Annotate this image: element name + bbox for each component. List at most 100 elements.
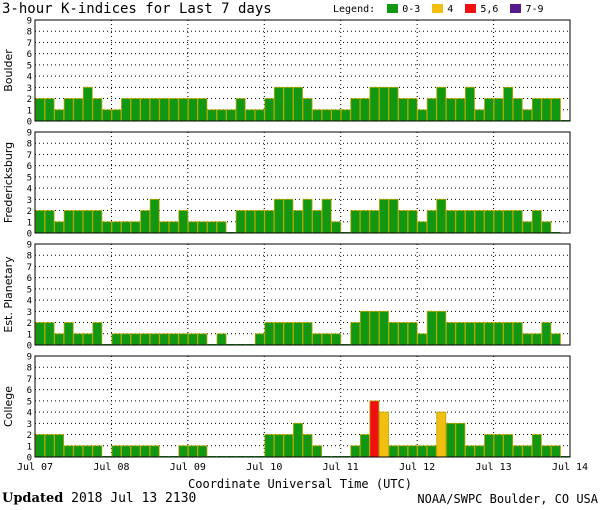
bar — [388, 322, 399, 346]
bar — [493, 322, 504, 346]
bar — [417, 221, 428, 234]
bar — [541, 98, 552, 122]
bar — [264, 210, 275, 234]
x-tick-label: Jul 09 — [170, 462, 206, 473]
updated-timestamp: Updated 2018 Jul 13 2130 — [2, 491, 196, 506]
bar — [264, 434, 275, 458]
y-tick-label: 5 — [27, 285, 32, 295]
bar — [130, 333, 141, 346]
y-tick-label: 1 — [27, 330, 32, 340]
bar — [445, 422, 456, 458]
bar — [350, 322, 361, 346]
bar — [168, 333, 179, 346]
bar — [426, 310, 437, 346]
bar — [197, 221, 208, 234]
bar — [283, 434, 294, 458]
x-tick-label: Jul 08 — [93, 462, 129, 473]
bar — [283, 198, 294, 234]
bar — [92, 322, 103, 346]
y-tick-label: 2 — [27, 95, 32, 105]
bar — [111, 445, 122, 458]
bar — [312, 109, 323, 122]
bar — [54, 333, 65, 346]
bar — [149, 445, 160, 458]
bar — [273, 434, 284, 458]
panel-frame — [34, 355, 571, 458]
bar — [111, 109, 122, 122]
bar — [264, 98, 275, 122]
bar — [92, 210, 103, 234]
bar — [426, 98, 437, 122]
y-tick-label: 5 — [27, 61, 32, 71]
bar — [197, 445, 208, 458]
y-tick-label: 4 — [27, 73, 32, 83]
bar — [522, 221, 533, 234]
bar — [465, 445, 475, 458]
bar — [455, 210, 466, 234]
bar — [54, 434, 65, 458]
legend-item-5-6: 5,6 — [465, 4, 498, 15]
bar — [149, 198, 160, 234]
bar — [121, 333, 131, 346]
bar — [178, 445, 189, 458]
bar — [35, 98, 45, 122]
y-tick-label: 0 — [27, 230, 32, 240]
bar — [522, 333, 533, 346]
bar — [54, 221, 65, 234]
bar — [44, 210, 55, 234]
legend-item-label: 0-3 — [402, 4, 421, 15]
y-tick-label: 3 — [27, 420, 32, 430]
bar — [216, 109, 227, 122]
bar — [254, 109, 265, 122]
legend-item-7-9: 7-9 — [510, 4, 544, 15]
bar — [522, 445, 533, 458]
bar — [407, 98, 418, 122]
panel-frame — [34, 19, 571, 122]
bar — [465, 210, 475, 234]
y-tick-label: 3 — [27, 308, 32, 318]
bar — [484, 434, 494, 458]
bar — [359, 310, 370, 346]
bar — [82, 86, 93, 122]
bar — [550, 333, 561, 346]
bar — [302, 434, 313, 458]
bar — [331, 333, 342, 346]
bar — [407, 445, 418, 458]
legend: Legend: 0-3 4 5,6 7-9 — [333, 4, 544, 15]
bar — [130, 221, 141, 234]
bar — [369, 400, 380, 458]
bar — [512, 322, 523, 346]
bar — [245, 109, 256, 122]
bar — [388, 86, 399, 122]
bar — [321, 333, 332, 346]
y-tick-label: 9 — [27, 241, 32, 251]
bar — [35, 322, 45, 346]
y-tick-label: 9 — [27, 129, 32, 139]
y-tick-label: 7 — [27, 151, 32, 161]
bar — [465, 86, 475, 122]
bar — [541, 322, 552, 346]
bar — [350, 210, 361, 234]
bar — [359, 434, 370, 458]
legend-label: Legend: — [333, 4, 376, 15]
y-tick-label: 5 — [27, 397, 32, 407]
bar — [121, 445, 131, 458]
bar — [321, 198, 332, 234]
y-tick-label: 2 — [27, 207, 32, 217]
bar — [445, 210, 456, 234]
k-index-chart: 0123456789Boulder0123456789Fredericksbur… — [2, 17, 588, 474]
bar — [302, 98, 313, 122]
legend-swatch — [510, 4, 522, 13]
y-tick-label: 7 — [27, 39, 32, 49]
y-tick-label: 8 — [27, 140, 32, 150]
bar — [465, 322, 475, 346]
bar — [63, 98, 74, 122]
bar — [111, 333, 122, 346]
bar — [140, 210, 151, 234]
bar — [359, 98, 370, 122]
bar — [550, 445, 561, 458]
bar — [503, 434, 514, 458]
bar — [245, 210, 256, 234]
bar — [474, 109, 485, 122]
bar — [493, 98, 504, 122]
